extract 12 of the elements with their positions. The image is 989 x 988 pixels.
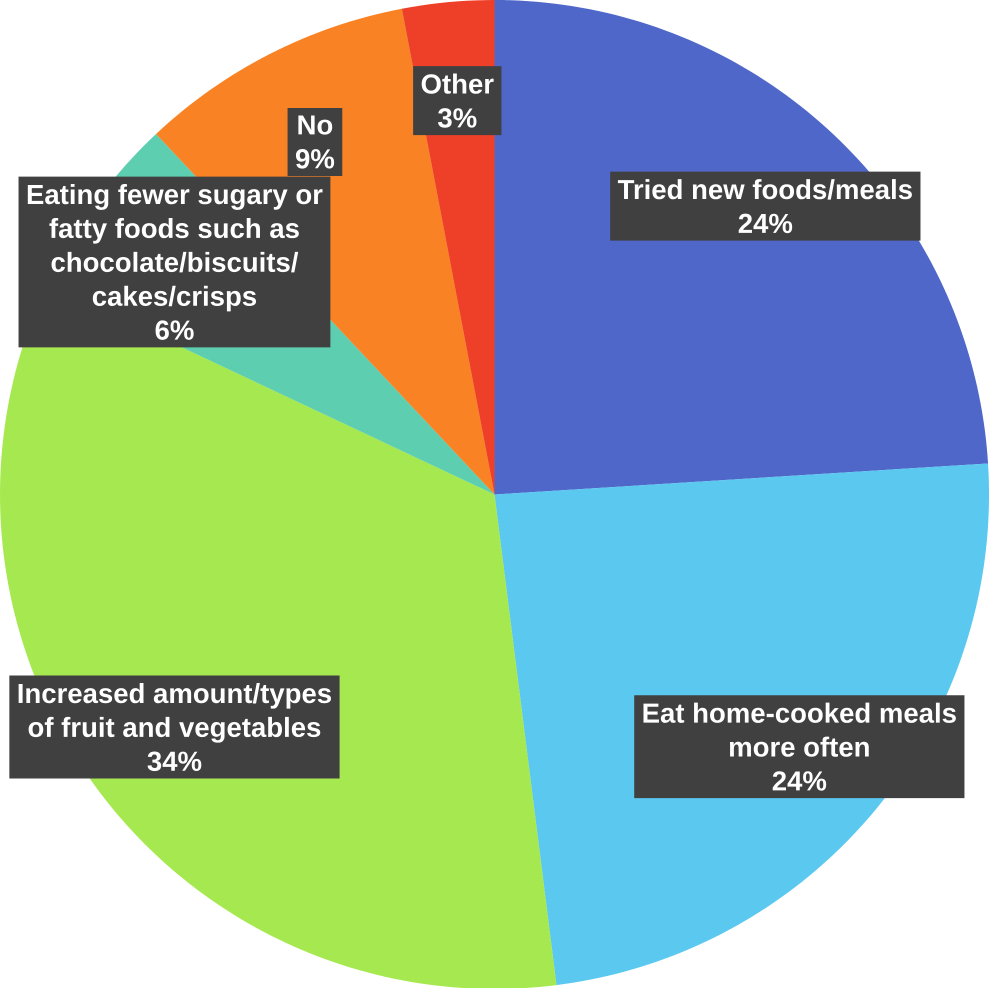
data-label: 24% [772, 771, 826, 791]
slice-label: Other [422, 74, 494, 94]
data-label: 24% [738, 214, 792, 234]
slice-label: Eat home-cooked meals more often [644, 702, 956, 757]
data-label: 34% [148, 752, 202, 772]
data-label: 6% [156, 320, 194, 340]
slice-label: Increased amount/types of fruit and vegetables [18, 683, 331, 743]
slice-label: No [298, 115, 332, 135]
data-label: 3% [438, 108, 476, 128]
slice-label: Eating fewer sugary or fatty foods such as chocolate/biscuits/cakes/crisps [28, 184, 323, 312]
data-label: 9% [296, 149, 334, 169]
slice-label: Tried new foods/meals [618, 179, 912, 200]
